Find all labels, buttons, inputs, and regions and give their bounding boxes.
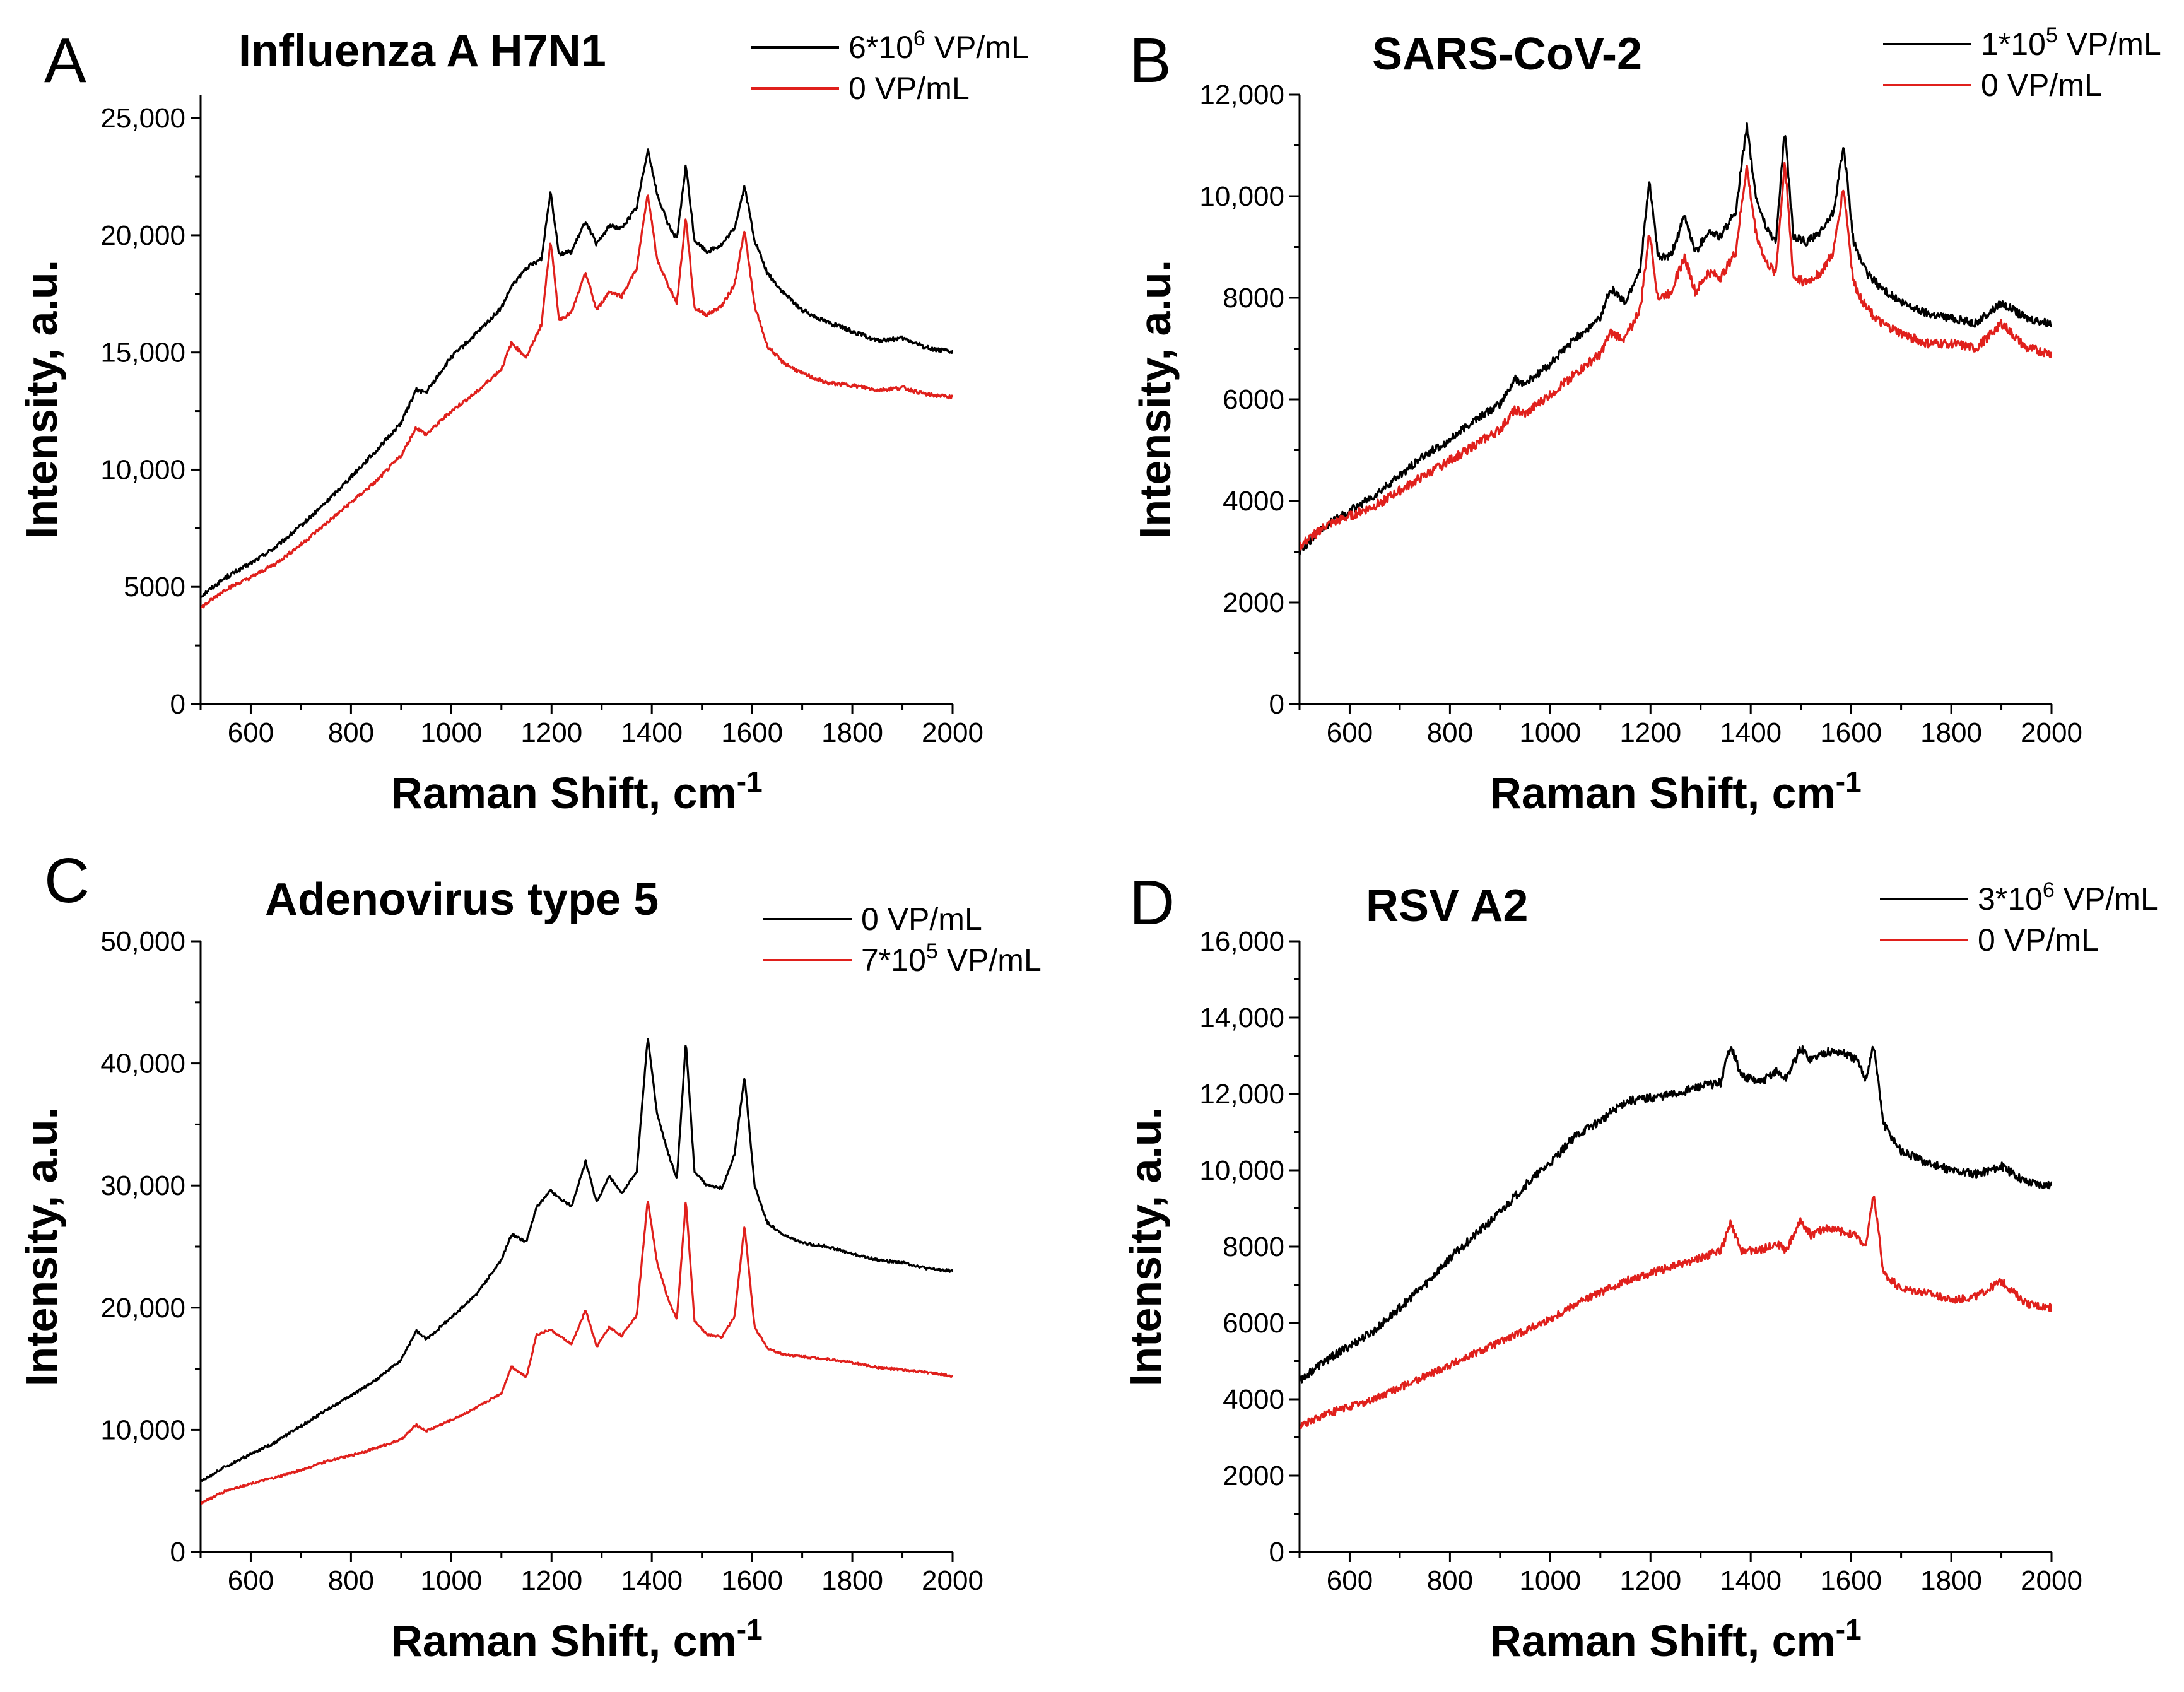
- panel-c: C Adenovirus type 5 600 800 1000 1200 1400 1600…: [17, 845, 1042, 1666]
- x-tick-label: 1400: [621, 1565, 683, 1596]
- x-axis-label: Raman Shift, cm-1: [390, 765, 762, 818]
- y-tick-label: 0: [1269, 1537, 1284, 1568]
- y-tick-label: 6000: [1223, 1308, 1284, 1339]
- x-tick-label: 1200: [1619, 717, 1681, 748]
- x-tick-label: 1600: [1820, 717, 1882, 748]
- panel-title: Adenovirus type 5: [265, 874, 659, 925]
- x-tick-label: 1200: [1619, 1565, 1681, 1596]
- legend-label: 6*106 VP/mL: [848, 26, 1029, 65]
- x-tick-label: 1400: [621, 717, 683, 748]
- x-tick-label: 1000: [420, 1565, 482, 1596]
- series-line-red: [201, 1201, 953, 1505]
- x-tick-label: 1200: [520, 1565, 582, 1596]
- panel-d: D RSV A2 600 800 1000 1200 1400 1600 1800 2000 0 20…: [1121, 867, 2158, 1666]
- x-tick-label: 2000: [922, 1565, 983, 1596]
- series-line-black: [1300, 1045, 2052, 1384]
- panel-a: A Influenza A H7N1 600 800 1000 1200 1400 1600 1…: [17, 25, 1029, 818]
- x-axis-label: Raman Shift, cm-1: [390, 1613, 762, 1666]
- series-line-black: [201, 1038, 953, 1482]
- y-tick-label: 10,000: [1199, 1155, 1284, 1186]
- series-line-red: [201, 194, 953, 609]
- y-tick-label: 14,000: [1199, 1002, 1284, 1033]
- y-tick-label: 50,000: [100, 926, 185, 957]
- y-axis-label: Intensity, a.u.: [1130, 260, 1180, 539]
- x-tick-label: 800: [1427, 717, 1473, 748]
- y-axis-label: Intensity, a.u.: [17, 1107, 66, 1386]
- panel-title: Influenza A H7N1: [238, 26, 606, 76]
- x-tick-label: 1600: [721, 717, 783, 748]
- y-tick-label: 8000: [1223, 1231, 1284, 1262]
- y-tick-label: 12,000: [1199, 79, 1284, 110]
- y-tick-label: 15,000: [100, 338, 185, 368]
- legend-label: 1*105 VP/mL: [1981, 23, 2161, 62]
- y-tick-label: 10,000: [100, 1414, 185, 1445]
- y-tick-label: 10,000: [1199, 181, 1284, 212]
- panel-letter: B: [1129, 25, 1171, 96]
- y-tick-label: 2000: [1223, 587, 1284, 618]
- y-tick-label: 40,000: [100, 1049, 185, 1079]
- series-line-red: [1300, 162, 2052, 551]
- x-tick-label: 600: [1327, 717, 1373, 748]
- x-tick-label: 800: [328, 717, 374, 748]
- legend-label: 0 VP/mL: [1981, 68, 2102, 103]
- x-tick-label: 800: [328, 1565, 374, 1596]
- y-tick-label: 25,000: [100, 103, 185, 134]
- x-tick-label: 600: [228, 1565, 274, 1596]
- x-axis-label: Raman Shift, cm-1: [1489, 1613, 1861, 1666]
- x-tick-label: 2000: [2021, 1565, 2082, 1596]
- x-tick-label: 1000: [1519, 1565, 1581, 1596]
- y-tick-label: 8000: [1223, 283, 1284, 314]
- y-axis-label: Intensity, a.u.: [17, 260, 66, 539]
- x-tick-label: 1000: [420, 717, 482, 748]
- x-tick-label: 1400: [1720, 1565, 1782, 1596]
- x-tick-label: 1600: [721, 1565, 783, 1596]
- x-tick-label: 1400: [1720, 717, 1782, 748]
- panel-letter: A: [44, 25, 86, 96]
- panel-letter: C: [44, 845, 90, 916]
- legend-label: 0 VP/mL: [848, 71, 970, 106]
- x-tick-label: 2000: [2021, 717, 2082, 748]
- x-tick-label: 1800: [821, 1565, 883, 1596]
- x-tick-label: 1600: [1820, 1565, 1882, 1596]
- x-tick-label: 600: [228, 717, 274, 748]
- x-tick-label: 1800: [1920, 717, 1982, 748]
- y-tick-label: 2000: [1223, 1460, 1284, 1491]
- panel-title: SARS-CoV-2: [1372, 29, 1642, 79]
- panel-title: RSV A2: [1366, 881, 1528, 931]
- x-tick-label: 1000: [1519, 717, 1581, 748]
- y-tick-label: 20,000: [100, 1293, 185, 1324]
- panel-b: B SARS-CoV-2 600 800 1000 1200 1400 1600 1800 200…: [1129, 23, 2161, 818]
- y-tick-label: 4000: [1223, 1384, 1284, 1415]
- legend-label: 3*106 VP/mL: [1978, 878, 2158, 917]
- panel-letter: D: [1129, 867, 1175, 938]
- y-axis-label: Intensity, a.u.: [1121, 1107, 1170, 1386]
- x-tick-label: 2000: [922, 717, 983, 748]
- y-tick-label: 0: [170, 1537, 185, 1568]
- y-tick-label: 16,000: [1199, 926, 1284, 957]
- y-tick-label: 20,000: [100, 220, 185, 251]
- x-tick-label: 800: [1427, 1565, 1473, 1596]
- y-tick-label: 0: [170, 689, 185, 720]
- y-tick-label: 12,000: [1199, 1079, 1284, 1110]
- x-axis-label: Raman Shift, cm-1: [1489, 765, 1861, 818]
- legend-label: 0 VP/mL: [861, 902, 982, 937]
- legend-label: 7*105 VP/mL: [861, 939, 1042, 978]
- series-line-red: [1300, 1195, 2052, 1430]
- y-tick-label: 10,000: [100, 454, 185, 485]
- y-tick-label: 4000: [1223, 486, 1284, 517]
- series-line-black: [1300, 122, 2052, 556]
- y-tick-label: 30,000: [100, 1170, 185, 1201]
- x-tick-label: 600: [1327, 1565, 1373, 1596]
- series-line-black: [201, 148, 953, 598]
- y-tick-label: 5000: [124, 572, 185, 602]
- x-tick-label: 1800: [1920, 1565, 1982, 1596]
- y-tick-label: 0: [1269, 689, 1284, 720]
- legend-label: 0 VP/mL: [1978, 922, 2099, 958]
- y-tick-label: 6000: [1223, 384, 1284, 415]
- x-tick-label: 1200: [520, 717, 582, 748]
- x-tick-label: 1800: [821, 717, 883, 748]
